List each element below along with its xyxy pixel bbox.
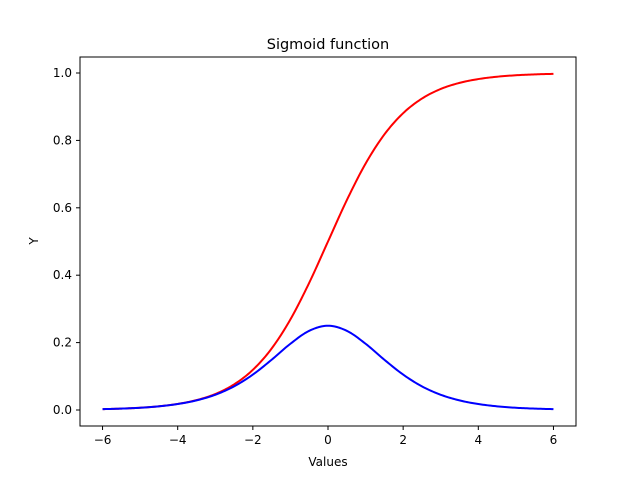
x-axis-label: Values (308, 455, 347, 469)
x-tick-label: −2 (244, 433, 262, 447)
x-tick-label: 4 (474, 433, 482, 447)
x-tick-label: −4 (169, 433, 187, 447)
y-tick-label: 1.0 (53, 66, 72, 80)
x-tick-label: −6 (94, 433, 112, 447)
chart-title: Sigmoid function (267, 37, 390, 53)
x-tick-label: 6 (550, 433, 558, 447)
y-tick-label: 0.6 (53, 201, 72, 215)
x-axis: −6 −4 −2 0 2 4 6 (94, 426, 558, 447)
y-tick-label: 0.4 (53, 268, 72, 282)
y-tick-label: 0.8 (53, 133, 72, 147)
y-tick-label: 0.0 (53, 403, 72, 417)
y-axis: 0.0 0.2 0.4 0.6 0.8 1.0 (53, 66, 80, 417)
x-tick-label: 0 (324, 433, 332, 447)
x-tick-label: 2 (399, 433, 407, 447)
y-tick-label: 0.2 (53, 336, 72, 350)
series-line-2 (102, 324, 554, 411)
series-layer (102, 72, 554, 411)
y-axis-label: Y (27, 237, 41, 246)
